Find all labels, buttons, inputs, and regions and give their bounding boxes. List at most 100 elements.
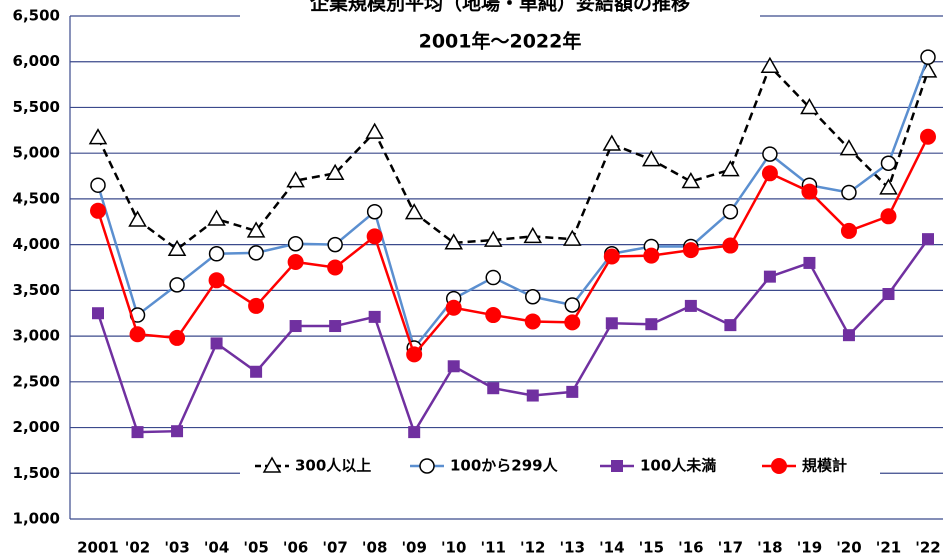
data-point bbox=[920, 49, 936, 65]
x-tick-label: '10 bbox=[441, 539, 466, 557]
x-tick-label: '18 bbox=[757, 539, 782, 557]
title-background bbox=[240, 0, 760, 58]
x-tick-label: '09 bbox=[401, 539, 426, 557]
x-tick-label: '16 bbox=[678, 539, 703, 557]
data-point bbox=[368, 310, 381, 323]
y-tick-label: 1,500 bbox=[13, 464, 60, 482]
data-point bbox=[248, 297, 265, 314]
x-tick-label: 2001 bbox=[77, 539, 119, 557]
data-point bbox=[763, 270, 776, 283]
data-point bbox=[447, 360, 460, 373]
data-point bbox=[724, 319, 737, 332]
legend-marker bbox=[611, 460, 623, 472]
y-tick-label: 5,000 bbox=[13, 144, 60, 162]
data-point bbox=[246, 221, 266, 238]
data-point bbox=[483, 230, 503, 247]
y-tick-label: 4,500 bbox=[13, 189, 60, 207]
data-point bbox=[444, 233, 464, 250]
data-point bbox=[721, 160, 740, 177]
data-point bbox=[208, 246, 225, 262]
data-point bbox=[920, 128, 936, 145]
y-tick-label: 1,000 bbox=[13, 510, 60, 528]
data-point bbox=[406, 346, 423, 363]
data-point bbox=[564, 314, 581, 331]
data-point bbox=[445, 299, 462, 316]
y-tick-label: 4,000 bbox=[13, 235, 60, 253]
data-point bbox=[524, 313, 541, 330]
data-point bbox=[169, 277, 185, 293]
data-point bbox=[526, 389, 539, 402]
data-point bbox=[366, 203, 383, 220]
data-point bbox=[922, 233, 934, 246]
x-tick-label: '04 bbox=[204, 539, 229, 557]
data-point bbox=[327, 236, 343, 253]
legend-marker bbox=[262, 456, 282, 473]
data-point bbox=[880, 208, 897, 225]
data-point bbox=[562, 229, 582, 246]
series-line bbox=[96, 238, 930, 436]
y-tick-label: 5,500 bbox=[13, 98, 60, 116]
x-tick-label: '17 bbox=[718, 539, 743, 557]
x-tick-label: '21 bbox=[876, 539, 901, 557]
data-point bbox=[167, 239, 187, 256]
data-point bbox=[882, 288, 895, 301]
data-point bbox=[842, 329, 855, 342]
data-point bbox=[169, 329, 186, 346]
data-point bbox=[762, 146, 778, 162]
data-point bbox=[760, 56, 780, 74]
data-point bbox=[327, 259, 344, 276]
data-point bbox=[287, 254, 304, 271]
data-point bbox=[603, 248, 620, 265]
legend-label: 100人未満 bbox=[640, 457, 716, 475]
data-point bbox=[841, 184, 857, 201]
y-tick-label: 6,500 bbox=[13, 7, 60, 25]
data-point bbox=[286, 171, 305, 188]
data-point bbox=[487, 382, 500, 395]
data-point bbox=[801, 183, 818, 200]
x-tick-label: '20 bbox=[836, 539, 861, 557]
legend-label: 規模計 bbox=[802, 457, 847, 475]
chart-title: 企業規模別平均（地場・単純）妥結額の推移 bbox=[309, 0, 690, 15]
x-tick-label: '03 bbox=[164, 539, 189, 557]
data-point bbox=[207, 209, 226, 226]
data-point bbox=[645, 318, 658, 331]
x-tick-label: '12 bbox=[520, 539, 545, 557]
data-point bbox=[681, 172, 701, 189]
data-point bbox=[722, 203, 739, 220]
data-point bbox=[287, 235, 304, 252]
y-tick-label: 3,000 bbox=[13, 327, 60, 345]
data-point bbox=[128, 210, 147, 227]
data-point bbox=[643, 247, 660, 264]
x-tick-label: '19 bbox=[797, 539, 822, 557]
data-point bbox=[722, 237, 739, 254]
x-tick-label: '15 bbox=[639, 539, 664, 557]
data-point bbox=[840, 222, 857, 239]
data-point bbox=[404, 203, 424, 220]
x-tick-label: '08 bbox=[362, 539, 387, 557]
data-point bbox=[88, 128, 108, 145]
data-point bbox=[408, 426, 421, 439]
data-point bbox=[523, 226, 543, 244]
legend-label: 300人以上 bbox=[295, 457, 371, 475]
data-point bbox=[564, 297, 581, 313]
x-tick-label: '14 bbox=[599, 539, 624, 557]
data-point bbox=[879, 178, 898, 195]
data-point bbox=[210, 337, 223, 350]
data-point bbox=[365, 122, 384, 139]
y-tick-label: 6,000 bbox=[13, 52, 60, 70]
data-point bbox=[171, 425, 184, 438]
data-point bbox=[366, 228, 383, 245]
data-point bbox=[289, 320, 302, 333]
legend-label: 100から299人 bbox=[450, 457, 559, 475]
data-point bbox=[525, 289, 541, 305]
data-point bbox=[485, 307, 502, 324]
data-point bbox=[602, 134, 622, 151]
series-line bbox=[96, 64, 930, 251]
x-tick-label: '07 bbox=[322, 539, 347, 557]
x-tick-label: '11 bbox=[481, 539, 506, 557]
data-point bbox=[566, 385, 579, 398]
x-tick-label: '22 bbox=[915, 539, 940, 557]
data-point bbox=[129, 326, 146, 343]
data-point bbox=[90, 202, 106, 219]
x-tick-label: '13 bbox=[560, 539, 585, 557]
